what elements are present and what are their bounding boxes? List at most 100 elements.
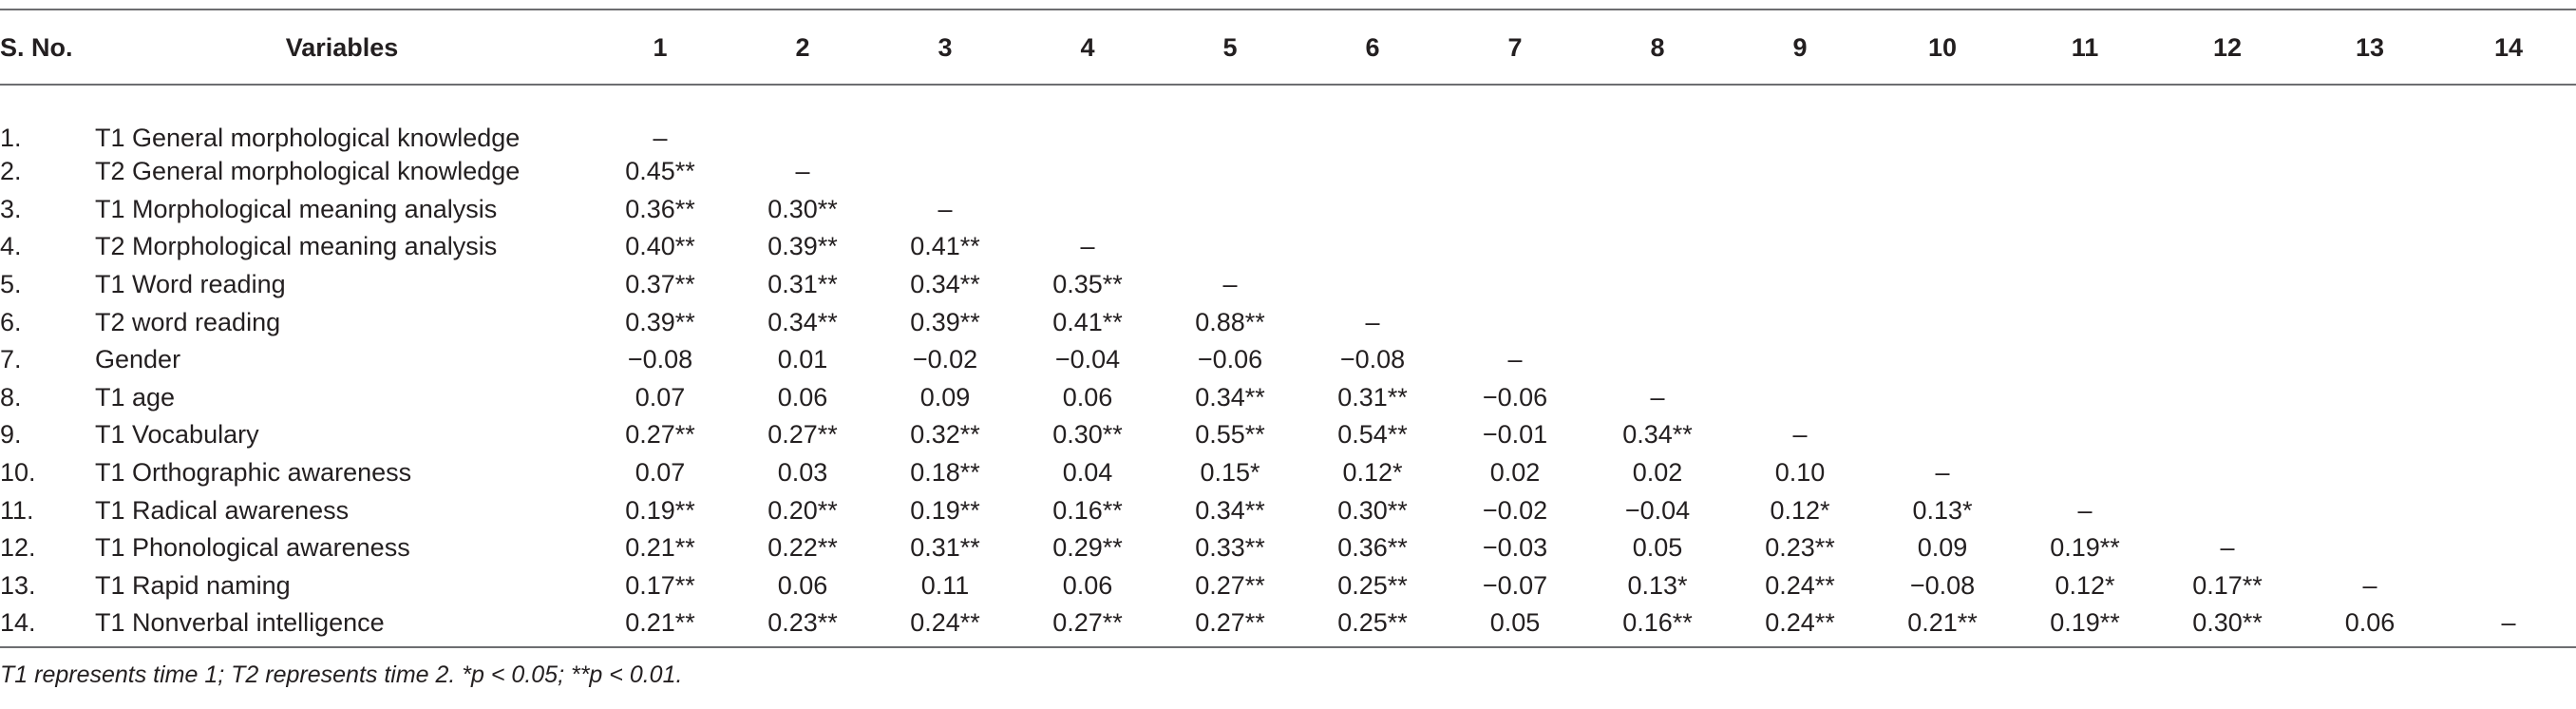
correlation-cell — [1016, 191, 1159, 229]
correlation-cell — [1301, 266, 1444, 304]
correlation-cell: 0.18** — [910, 458, 980, 488]
correlation-cell: 0.06 — [1062, 382, 1113, 412]
correlation-cell — [1729, 379, 1871, 417]
correlation-cell: 0.01 — [777, 345, 828, 374]
correlation-cell — [2441, 567, 2576, 605]
correlation-cell — [1444, 266, 1586, 304]
correlation-cell — [2156, 379, 2299, 417]
correlation-cell: 0.19** — [910, 495, 980, 525]
correlation-cell: 0.24** — [1765, 570, 1835, 600]
correlation-cell — [2299, 341, 2441, 379]
correlation-cell — [2441, 153, 2576, 191]
correlation-cell — [2014, 341, 2156, 379]
correlation-cell: 0.34** — [910, 270, 980, 299]
correlation-cell: −0.04 — [1054, 345, 1121, 374]
correlation-cell: 0.21** — [1907, 608, 1978, 638]
correlation-cell: – — [1507, 345, 1523, 374]
correlation-cell: 0.25** — [1337, 608, 1408, 638]
correlation-cell: – — [2501, 608, 2516, 638]
correlation-cell — [1586, 341, 1729, 379]
correlation-cell — [874, 95, 1016, 153]
correlation-cell — [2299, 529, 2441, 567]
header-col-8: 8 — [1650, 32, 1665, 62]
header-col-3: 3 — [938, 32, 953, 62]
correlation-cell: 0.17** — [625, 570, 695, 600]
correlation-cell — [1729, 95, 1871, 153]
correlation-cell: 0.27** — [1195, 608, 1265, 638]
table-row: 1. T1 General morphological knowledge – — [0, 95, 2576, 153]
correlation-cell — [2156, 454, 2299, 492]
header-col-4: 4 — [1080, 32, 1095, 62]
correlation-cell: 0.07 — [635, 458, 686, 488]
row-number: 5. — [0, 270, 22, 299]
correlation-cell — [2299, 303, 2441, 341]
variable-name: T2 General morphological knowledge — [95, 157, 521, 186]
header-col-12: 12 — [2212, 32, 2243, 62]
correlation-cell: 0.40** — [625, 232, 695, 261]
correlation-cell: −0.08 — [1909, 570, 1976, 600]
correlation-cell — [1159, 153, 1301, 191]
correlation-cell: −0.04 — [1624, 495, 1691, 525]
correlation-cell: 0.22** — [767, 533, 838, 563]
correlation-cell: 0.27** — [767, 420, 838, 450]
correlation-cell: 0.27** — [1195, 570, 1265, 600]
table-row: 5. T1 Word reading 0.37** 0.31** 0.34** 0.35*… — [0, 266, 2576, 304]
correlation-cell: −0.03 — [1482, 533, 1548, 563]
correlation-cell: 0.31** — [767, 270, 838, 299]
correlation-cell: −0.02 — [912, 345, 978, 374]
header-col-9: 9 — [1792, 32, 1808, 62]
correlation-cell — [1586, 303, 1729, 341]
correlation-cell: – — [653, 124, 668, 152]
table-header-rule — [0, 84, 2576, 86]
correlation-cell: – — [2220, 533, 2235, 563]
header-col-10: 10 — [1927, 32, 1958, 62]
correlation-cell: 0.05 — [1632, 533, 1683, 563]
correlation-cell — [1444, 95, 1586, 153]
correlation-cell: – — [1650, 382, 1665, 412]
correlation-cell — [1444, 228, 1586, 266]
table-row: 9. T1 Vocabulary 0.27** 0.27** 0.32** 0.30** 0… — [0, 416, 2576, 454]
correlation-cell: – — [2362, 570, 2377, 600]
header-variables: Variables — [285, 32, 399, 62]
correlation-cell: 0.06 — [777, 382, 828, 412]
correlation-cell — [2014, 454, 2156, 492]
correlation-cell: 0.41** — [910, 232, 980, 261]
variable-name: T1 Morphological meaning analysis — [95, 194, 498, 223]
correlation-cell — [1729, 303, 1871, 341]
correlation-cell — [1586, 266, 1729, 304]
correlation-cell — [1586, 153, 1729, 191]
table-bottom-rule — [0, 646, 2576, 648]
correlation-cell — [1444, 153, 1586, 191]
correlation-cell: 0.16** — [1622, 608, 1693, 638]
correlation-cell: 0.11 — [920, 570, 970, 600]
variable-name: T1 Vocabulary — [95, 420, 259, 450]
table-row: 11. T1 Radical awareness 0.19** 0.20** 0.19*… — [0, 491, 2576, 529]
correlation-cell — [2299, 266, 2441, 304]
correlation-cell — [2156, 228, 2299, 266]
correlation-cell — [1729, 153, 1871, 191]
correlation-cell — [2014, 228, 2156, 266]
variable-name: T2 Morphological meaning analysis — [95, 232, 498, 261]
correlation-cell — [2299, 454, 2441, 492]
header-col-5: 5 — [1222, 32, 1238, 62]
row-number: 7. — [0, 345, 22, 374]
header-sno: S. No. — [0, 32, 73, 62]
correlation-cell — [731, 95, 874, 153]
correlation-cell: – — [2077, 495, 2093, 525]
correlation-cell: 0.31** — [910, 533, 980, 563]
correlation-cell — [2156, 95, 2299, 153]
correlation-cell — [1871, 266, 2014, 304]
row-number: 14. — [0, 608, 36, 638]
correlation-cell — [2299, 153, 2441, 191]
correlation-cell: 0.21** — [625, 608, 695, 638]
correlation-cell: 0.35** — [1052, 270, 1123, 299]
correlation-cell — [2441, 228, 2576, 266]
correlation-cell: 0.09 — [919, 382, 971, 412]
correlation-cell: 0.29** — [1052, 533, 1123, 563]
variable-name: T1 General morphological knowledge — [95, 124, 521, 152]
correlation-cell — [2014, 95, 2156, 153]
correlation-cell: – — [1935, 458, 1950, 488]
correlation-cell: −0.08 — [1339, 345, 1406, 374]
correlation-cell — [1871, 153, 2014, 191]
correlation-cell — [2441, 341, 2576, 379]
